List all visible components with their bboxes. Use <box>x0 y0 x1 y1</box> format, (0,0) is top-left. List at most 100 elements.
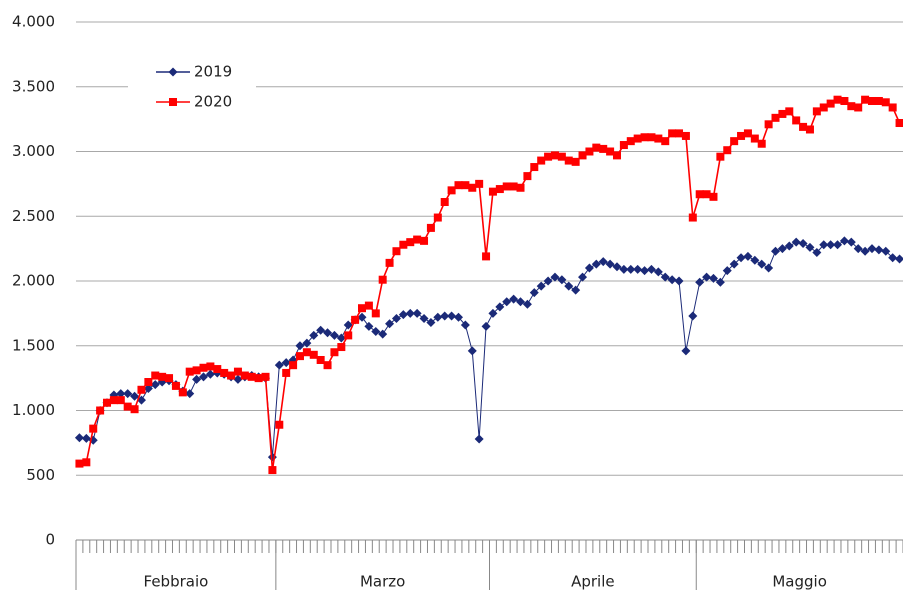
data-point <box>75 459 84 468</box>
data-point <box>488 308 498 318</box>
data-point <box>881 98 890 107</box>
data-point <box>116 389 126 399</box>
data-point <box>495 302 505 312</box>
data-point <box>158 372 167 381</box>
data-point <box>185 367 194 376</box>
data-point <box>233 374 243 384</box>
data-point <box>468 183 477 192</box>
data-point <box>743 129 752 138</box>
data-point <box>316 325 326 335</box>
data-point <box>406 238 415 247</box>
data-point <box>81 433 91 443</box>
data-point <box>420 236 429 245</box>
data-point <box>309 350 318 359</box>
data-point <box>220 368 229 377</box>
data-point <box>543 276 553 286</box>
data-point <box>240 371 249 380</box>
data-point <box>881 246 891 256</box>
data-point <box>509 182 518 191</box>
data-point <box>550 272 560 282</box>
data-point <box>716 152 725 161</box>
data-point <box>874 245 884 255</box>
data-point <box>860 246 870 256</box>
data-point <box>233 367 242 376</box>
data-point <box>895 119 903 128</box>
data-point <box>688 311 698 321</box>
data-point <box>888 103 897 112</box>
data-point <box>96 406 105 415</box>
data-point <box>351 315 360 324</box>
y-tick-label: 1.000 <box>12 401 55 419</box>
y-tick-label: 500 <box>26 466 55 484</box>
data-point <box>205 369 215 379</box>
data-point <box>143 383 153 393</box>
month-label: Marzo <box>360 573 405 590</box>
data-point <box>867 244 877 254</box>
y-tick-label: 2.500 <box>12 207 55 225</box>
data-point <box>168 67 178 77</box>
data-point <box>405 308 415 318</box>
series-0 <box>74 236 903 462</box>
data-point <box>730 137 739 146</box>
data-point <box>198 372 208 382</box>
data-point <box>764 120 773 129</box>
data-point <box>895 254 903 264</box>
data-point <box>557 152 566 161</box>
y-tick-label: 1.500 <box>12 336 55 354</box>
data-point <box>412 308 422 318</box>
data-point <box>612 151 621 160</box>
data-point <box>502 297 512 307</box>
data-point <box>82 458 91 467</box>
data-point <box>74 433 84 443</box>
data-point <box>419 314 429 324</box>
data-point <box>357 312 367 322</box>
data-point <box>833 240 843 250</box>
data-point <box>715 277 725 287</box>
data-point <box>178 388 187 397</box>
data-point <box>661 137 670 146</box>
data-point <box>653 267 663 277</box>
data-point <box>130 391 140 401</box>
data-point <box>144 378 153 387</box>
data-point <box>137 385 146 394</box>
data-point <box>254 374 263 383</box>
data-point <box>737 131 746 140</box>
legend-box <box>128 58 256 118</box>
data-point <box>309 330 319 340</box>
data-point <box>654 134 663 143</box>
data-point <box>757 139 766 148</box>
data-point <box>771 113 780 122</box>
data-point <box>274 360 284 370</box>
data-point <box>123 389 133 399</box>
data-point <box>812 248 822 258</box>
data-point <box>343 320 353 330</box>
data-point <box>854 103 863 112</box>
data-point <box>564 156 573 165</box>
data-point <box>364 301 373 310</box>
data-point <box>681 346 691 356</box>
data-point <box>833 95 842 104</box>
data-point <box>667 275 677 285</box>
data-point <box>385 319 395 329</box>
data-point <box>729 259 739 269</box>
data-point <box>847 102 856 111</box>
legend-label: 2019 <box>194 63 232 81</box>
data-point <box>378 329 388 339</box>
data-point <box>785 107 794 116</box>
data-point <box>495 185 504 194</box>
data-point <box>867 96 876 105</box>
y-tick-label: 2.000 <box>12 272 55 290</box>
data-point <box>329 330 339 340</box>
data-point <box>633 134 642 143</box>
data-point <box>467 346 477 356</box>
data-point <box>475 179 484 188</box>
data-point <box>771 246 781 256</box>
data-point <box>874 96 883 105</box>
data-point <box>482 252 491 261</box>
data-point <box>509 294 519 304</box>
data-point <box>151 371 160 380</box>
series-1 <box>75 95 903 475</box>
data-point <box>344 331 353 340</box>
data-point <box>165 374 174 383</box>
data-point <box>544 152 553 161</box>
